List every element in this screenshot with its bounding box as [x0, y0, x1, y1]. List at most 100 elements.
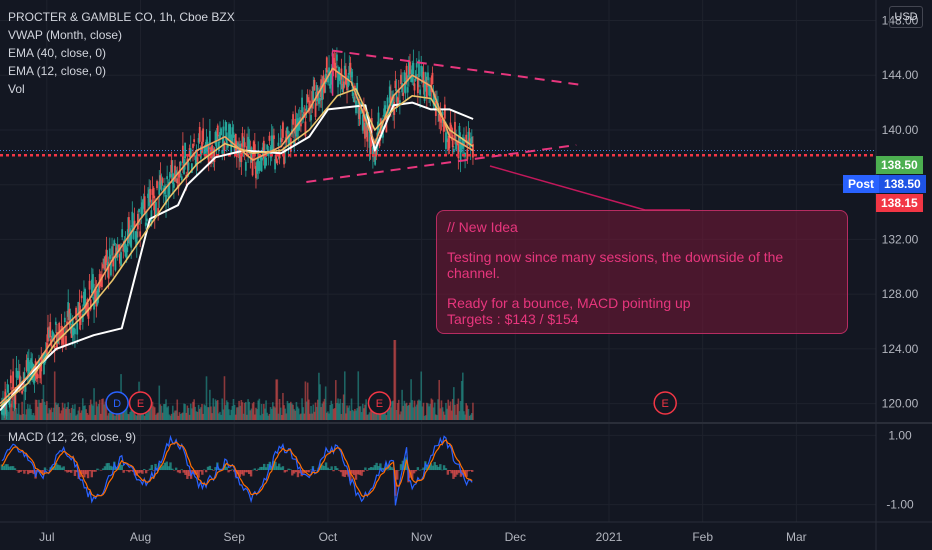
volume-bar — [328, 413, 330, 420]
candle-body — [25, 360, 28, 371]
volume-bar — [412, 407, 415, 420]
event-marker-e[interactable] — [367, 391, 392, 415]
candle-body — [258, 161, 261, 171]
candle-body — [80, 295, 83, 299]
volume-bar — [255, 407, 257, 420]
currency-button[interactable]: USD — [889, 6, 923, 28]
candle-body — [48, 329, 50, 338]
volume-bar — [273, 406, 275, 420]
volume-bar — [391, 401, 393, 420]
volume-bar — [213, 406, 216, 420]
volume-bar — [403, 400, 406, 420]
candle-body — [131, 211, 134, 227]
volume-bar — [288, 403, 291, 420]
candle-body — [170, 160, 173, 173]
macd-histogram-bar — [422, 467, 425, 471]
macd-histogram-bar — [279, 467, 283, 471]
volume-bar — [329, 405, 331, 420]
candle-body — [292, 114, 294, 125]
macd-histogram-bar — [397, 469, 401, 471]
volume-bar — [97, 403, 100, 420]
volume-bar — [84, 405, 86, 420]
candle-body — [81, 314, 84, 323]
volume-bar — [261, 413, 264, 420]
macd-histogram-bar — [236, 470, 240, 474]
volume-bar — [468, 415, 471, 420]
volume-bar — [258, 398, 261, 420]
volume-bar — [75, 415, 77, 420]
candle-body — [148, 189, 151, 206]
volume-bar — [269, 407, 272, 420]
symbol-title[interactable]: PROCTER & GAMBLE CO, 1h, Cboe BZX — [8, 10, 235, 24]
volume-bar — [436, 415, 438, 420]
volume-bar — [322, 401, 325, 420]
volume-bar — [233, 404, 236, 420]
volume-bar — [278, 398, 281, 420]
macd-histogram-bar — [253, 468, 257, 471]
macd-histogram-bar — [75, 470, 79, 473]
candle-body — [92, 274, 94, 288]
candle-body — [364, 122, 366, 139]
volume-bar — [291, 403, 293, 420]
macd-histogram-bar — [360, 470, 363, 476]
candle-body — [398, 100, 401, 105]
candle-body — [77, 301, 80, 316]
volume-bar — [59, 413, 62, 420]
candle-body — [407, 61, 410, 78]
volume-bar — [74, 404, 76, 420]
x-tick-label: Jul — [39, 530, 54, 544]
volume-bar — [15, 408, 18, 420]
volume-bar — [342, 394, 345, 420]
event-marker-e[interactable] — [653, 391, 677, 415]
volume-bar — [337, 398, 339, 420]
volume-bar — [189, 403, 192, 420]
macd-histogram-bar — [129, 470, 133, 471]
legend-vol[interactable]: Vol — [8, 82, 25, 96]
idea-note[interactable]: // New Idea Testing now since many sessi… — [436, 210, 848, 334]
event-marker-d[interactable] — [105, 391, 129, 415]
candle-body — [356, 82, 359, 93]
volume-bar — [33, 415, 36, 420]
macd-histogram-bar — [88, 470, 92, 472]
legend-ema12[interactable]: EMA (12, close, 0) — [8, 64, 107, 78]
macd-histogram-bar — [86, 470, 90, 479]
macd-histogram-bar — [339, 470, 343, 473]
volume-bar — [177, 415, 180, 420]
macd-histogram-bar — [68, 470, 71, 472]
candle-body — [161, 178, 164, 183]
candle-body — [229, 124, 232, 139]
candle-body — [427, 72, 429, 81]
macd-histogram-bar — [25, 470, 28, 471]
volume-bar — [176, 399, 179, 420]
volume-bar — [275, 379, 277, 420]
macd-histogram-bar — [337, 470, 341, 471]
candle-body — [174, 165, 176, 182]
candle-body — [345, 69, 347, 85]
legend-vwap[interactable]: VWAP (Month, close) — [8, 28, 123, 42]
candle-body — [467, 131, 470, 146]
volume-bar — [455, 414, 457, 420]
last-price-tag: 138.50 — [876, 156, 923, 174]
candle-body — [350, 71, 353, 78]
event-marker-e[interactable] — [128, 391, 153, 415]
volume-bar — [293, 409, 295, 420]
legend-ema40[interactable]: EMA (40, close, 0) — [8, 46, 107, 60]
volume-bar — [32, 412, 35, 420]
volume-bar — [125, 401, 128, 420]
volume-bar — [195, 411, 198, 420]
volume-bar — [219, 411, 221, 420]
candle-body — [117, 244, 120, 250]
macd-histogram-bar — [264, 467, 268, 471]
volume-bar — [50, 407, 53, 420]
candle-body — [49, 322, 52, 338]
candle-body — [298, 117, 301, 122]
volume-bar — [417, 400, 419, 420]
y-tick-label: 140.00 — [882, 123, 919, 137]
volume-bar — [361, 403, 364, 420]
macd-legend[interactable]: MACD (12, 26, close, 9) — [8, 430, 137, 444]
macd-histogram-bar — [274, 461, 277, 471]
macd-histogram-bar — [55, 462, 58, 471]
candle-body — [76, 323, 79, 335]
candle-body — [328, 67, 330, 77]
